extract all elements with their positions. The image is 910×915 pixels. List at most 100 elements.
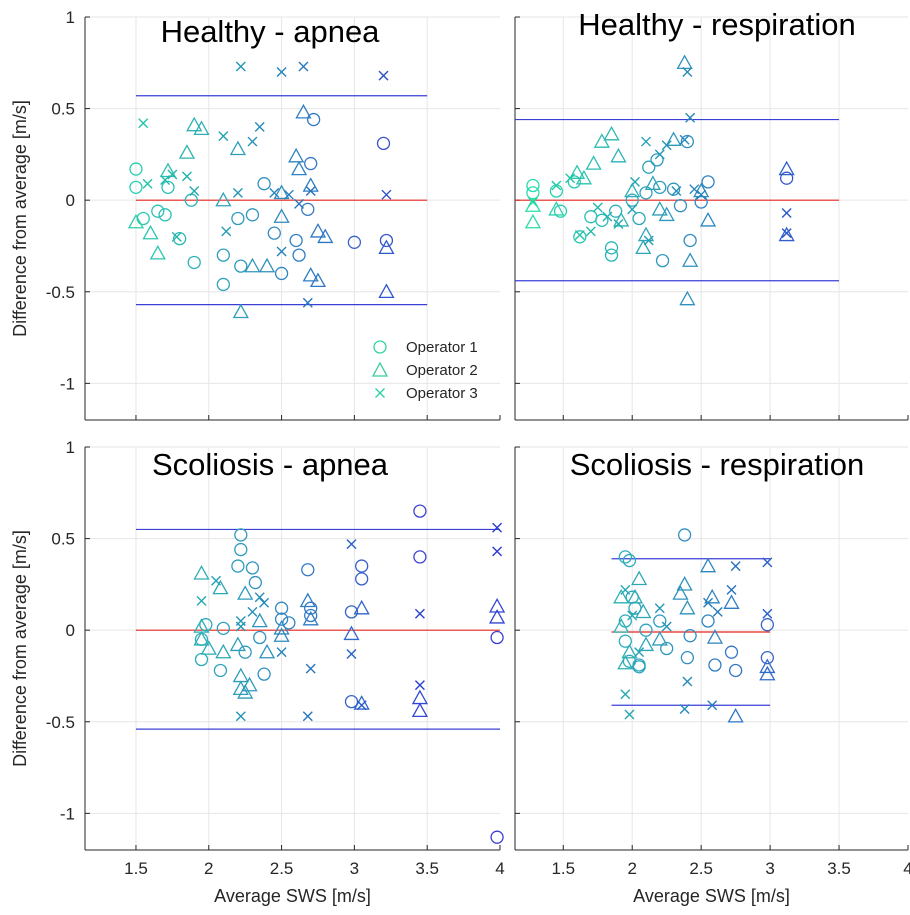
operator-1-point — [172, 231, 187, 246]
legend-label: Operator 2 — [406, 362, 478, 379]
operator-1-point — [129, 180, 143, 195]
x-tick-label: 2 — [204, 859, 213, 878]
operator-1-point — [567, 175, 581, 189]
operator-1-point — [231, 211, 245, 226]
operator-3-point — [298, 61, 309, 72]
operator-1-point — [304, 608, 318, 623]
operator-1-point — [490, 830, 504, 844]
operator-2-point — [302, 610, 319, 626]
operator-3-point — [627, 610, 638, 621]
operator-2-point — [273, 184, 290, 200]
operator-2-point — [237, 684, 254, 699]
operator-3-point — [565, 173, 576, 184]
operator-2-point — [295, 103, 312, 119]
operator-3-point — [247, 606, 258, 617]
operator-3-point — [167, 169, 178, 180]
operator-3-point — [346, 539, 357, 550]
operator-2-point — [200, 640, 217, 655]
operator-1-point — [604, 248, 619, 262]
operator-1-point — [632, 211, 646, 226]
operator-3-point — [356, 700, 367, 711]
operator-3-point — [634, 647, 645, 658]
operator-3-point — [627, 204, 638, 215]
operator-1-point — [701, 614, 715, 628]
operator-1-point — [136, 211, 150, 226]
operator-3-point — [235, 61, 246, 72]
operator-3-point — [276, 66, 287, 77]
operator-2-point — [212, 579, 229, 595]
operator-3-point — [283, 189, 294, 200]
operator-2-point — [676, 576, 693, 591]
operator-3-point — [378, 70, 389, 81]
x-tick-label: 1.5 — [551, 859, 575, 878]
operator-2-point — [343, 625, 360, 641]
operator-3-point — [762, 557, 773, 568]
operator-1-point — [653, 180, 667, 195]
operator-1-point — [234, 528, 248, 542]
operator-3-point — [138, 118, 149, 129]
operator-3-point — [762, 608, 773, 619]
panel-healthy-respiration: Healthy - respiration — [514, 7, 909, 421]
operator-3-point — [254, 121, 265, 132]
operator-3-point — [142, 178, 153, 189]
operator-2-point — [658, 206, 675, 222]
legend-circle-marker — [373, 340, 387, 354]
operator-3-point — [189, 186, 200, 197]
panel-scoliosis-respiration: 1.5 2 2.5 3 3.5 4 Average SWS [m/s] Scoliosis -… — [514, 446, 910, 906]
operator-1-point — [355, 572, 369, 586]
x-tick-label: 3 — [765, 859, 774, 878]
operator-1-point — [245, 208, 260, 222]
operator-2-point — [258, 257, 276, 273]
y-tick-label: -0.5 — [46, 283, 75, 302]
operator-3-point — [294, 198, 305, 209]
operator-2-point — [273, 208, 290, 223]
operator-2-point — [215, 643, 232, 659]
operator-2-point — [290, 160, 308, 176]
operator-3-point — [218, 131, 229, 142]
operator-3-point — [254, 592, 265, 603]
panel-scoliosis-apnea: -1 -0.5 0 0.5 1 1.5 2 2.5 3 3.5 4 Difference from a… — [10, 438, 506, 906]
operator-2-point — [251, 612, 268, 628]
operator-1-point — [609, 204, 623, 218]
operator-1-point — [413, 504, 427, 518]
operator-1-point — [595, 213, 609, 227]
operator-1-point — [673, 199, 688, 213]
operator-1-point — [604, 241, 619, 255]
operator-1-point — [158, 208, 172, 222]
operator-1-point — [199, 618, 213, 632]
operator-2-point — [610, 147, 627, 163]
operator-2-point — [575, 169, 593, 185]
operator-3-point — [679, 134, 690, 145]
operator-2-point — [613, 618, 630, 633]
operator-2-point — [672, 585, 689, 600]
y-tick-label: 0.5 — [51, 100, 75, 119]
operator-1-point — [490, 630, 504, 645]
operator-2-point — [488, 609, 506, 624]
operator-1-point — [639, 623, 653, 637]
operator-1-point — [728, 663, 743, 678]
operator-3-point — [381, 189, 392, 200]
operator-3-point — [269, 187, 280, 198]
operator-3-point — [781, 208, 792, 218]
operator-1-point — [274, 612, 289, 626]
operator-2-point — [603, 125, 620, 141]
operator-1-point — [683, 629, 697, 643]
operator-3-point — [641, 136, 651, 147]
operator-2-point — [651, 631, 668, 646]
x-tick-label: 3.5 — [415, 859, 439, 878]
operator-2-point — [706, 629, 724, 644]
operator-1-point — [379, 233, 394, 248]
legend: Operator 1 Operator 2 Operator 3 — [371, 339, 478, 402]
operator-3-point — [726, 584, 737, 595]
operator-3-point — [643, 235, 654, 246]
operator-2-point — [759, 658, 776, 674]
panel-title: Scoliosis - respiration — [570, 447, 865, 482]
operator-1-point — [526, 178, 540, 193]
operator-1-point — [655, 253, 670, 268]
operator-1-point — [573, 230, 587, 244]
operator-2-point — [411, 689, 429, 705]
operator-2-point — [637, 636, 655, 652]
operator-1-point — [653, 614, 667, 628]
operator-1-point — [253, 630, 267, 645]
operator-2-point — [613, 588, 630, 604]
